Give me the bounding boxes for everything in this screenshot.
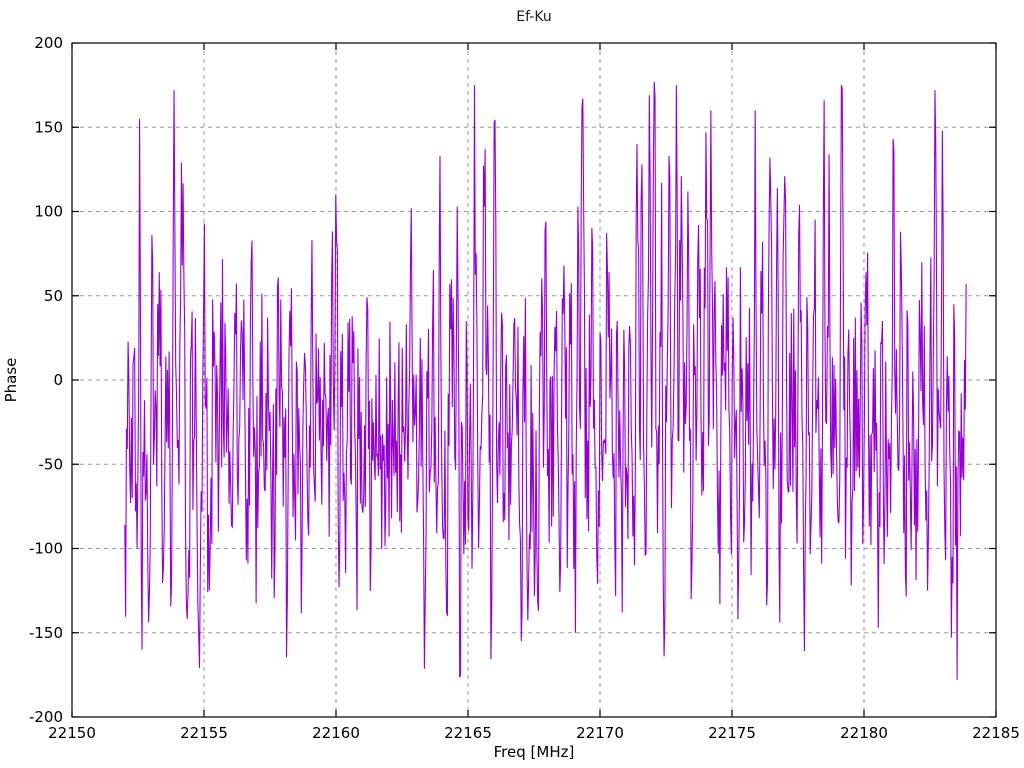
x-tick-label: 22155	[180, 724, 228, 742]
x-axis-title: Freq [MHz]	[494, 743, 575, 761]
chart-title: Ef-Ku	[516, 9, 551, 25]
y-tick-label: 200	[34, 34, 63, 52]
x-tick-label: 22185	[972, 724, 1020, 742]
y-tick-label: 50	[44, 287, 63, 305]
y-tick-label: -150	[29, 624, 63, 642]
y-tick-label: 0	[53, 371, 63, 389]
y-tick-label: -50	[39, 455, 64, 473]
x-tick-label: 22165	[444, 724, 492, 742]
x-axis-tick-labels: 22150 22155 22160 22165 22170 22175 22180 22185	[48, 724, 1020, 742]
y-axis-title: Phase	[2, 358, 20, 403]
plot-frame	[71, 42, 997, 718]
x-tick-label: 22160	[312, 724, 360, 742]
y-axis-tick-labels: -200 -150 -100 -50 0 50 100 150 200	[29, 34, 63, 726]
x-tick-label: 22150	[48, 724, 96, 742]
x-tick-label: 22180	[840, 724, 888, 742]
data-series-layer	[124, 81, 967, 680]
y-tick-label: 150	[34, 118, 63, 136]
data-series-phase	[124, 81, 967, 680]
y-tick-label: -200	[29, 708, 63, 726]
x-tick-label: 22175	[708, 724, 756, 742]
x-tick-label: 22170	[576, 724, 624, 742]
y-tick-label: 100	[34, 203, 63, 221]
y-tick-label: -100	[29, 540, 63, 558]
